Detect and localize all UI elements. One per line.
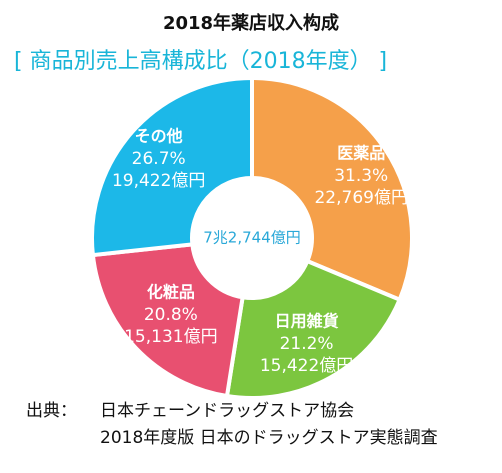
slice-0-percent-label: 31.3% <box>334 166 388 186</box>
slice-3-name-label: その他 <box>135 127 183 146</box>
slice-1-percent-label: 21.2% <box>280 334 334 354</box>
slice-2-amount-label: 15,131億円 <box>124 327 217 347</box>
slice-0-name-label: 医薬品 <box>337 143 385 162</box>
donut-slice-1 <box>224 258 403 400</box>
slice-2-name-label: 化粧品 <box>147 283 195 302</box>
center-total-label: 7兆2,744億円 <box>203 229 301 247</box>
slice-2-percent-label: 20.8% <box>144 305 198 325</box>
source-prefix: 出典： <box>26 401 77 421</box>
source-line-2: 2018年度版 日本のドラッグストア実態調査 <box>100 428 438 448</box>
slice-1-name-label: 日用雑貨 <box>275 311 339 330</box>
donut-slice-3 <box>90 75 254 258</box>
slice-0-amount-label: 22,769億円 <box>314 188 407 208</box>
slice-1-amount-label: 15,422億円 <box>260 356 353 376</box>
donut-slice-2 <box>90 242 245 399</box>
slice-3-amount-label: 19,422億円 <box>112 171 205 191</box>
slice-3-percent-label: 26.7% <box>132 149 186 169</box>
donut-slices <box>90 75 414 400</box>
donut-slice-0 <box>250 75 414 303</box>
source-note: 出典： 日本チェーンドラッグストア協会 2018年度版 日本のドラッグストア実態… <box>26 398 438 452</box>
chart-subtitle: [ 商品別売上高構成比（2018年度） ] <box>14 49 388 74</box>
chart-title: 2018年薬店収入构成 <box>162 13 340 34</box>
source-line-1: 日本チェーンドラッグストア協会 <box>100 401 355 421</box>
source-spacer <box>26 425 100 452</box>
